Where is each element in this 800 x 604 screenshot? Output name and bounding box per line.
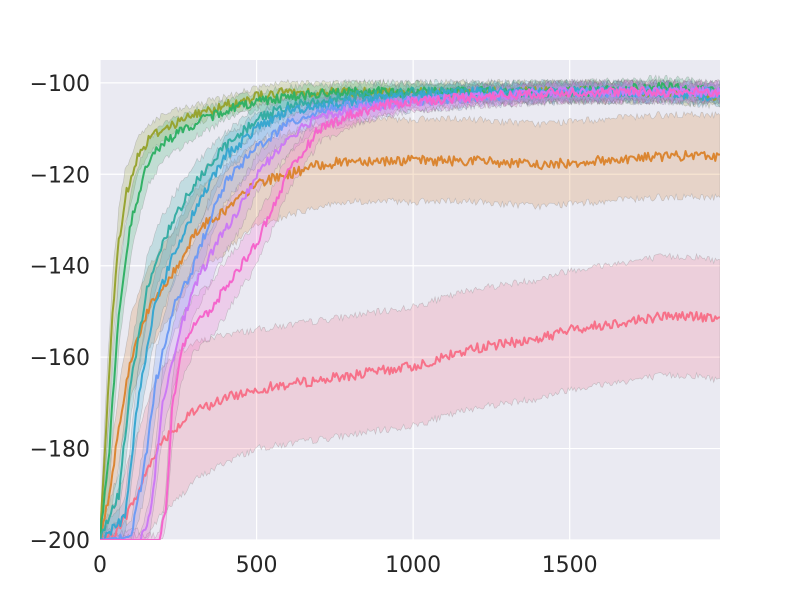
line-series-1 [100, 310, 720, 540]
x-tick-label: 0 [93, 553, 107, 578]
y-tick-label: −120 [30, 163, 90, 188]
y-tick-labels: −200 −180 −160 −140 −120 −100 [30, 72, 90, 554]
mean-lines [100, 82, 720, 540]
x-tick-label: 1500 [542, 553, 598, 578]
y-tick-label: −160 [30, 346, 90, 371]
line-series-9 [100, 86, 720, 540]
confidence-bands [100, 74, 720, 540]
band-series-6 [100, 78, 720, 540]
y-tick-label: −180 [30, 438, 90, 463]
band-series-5 [100, 78, 720, 540]
plot-area [100, 60, 720, 540]
x-tick-label: 500 [236, 553, 278, 578]
band-series-7 [100, 78, 720, 540]
line-series-2 [100, 149, 720, 540]
band-series-9 [100, 78, 720, 540]
x-tick-labels: 0 500 1000 1500 [93, 553, 598, 578]
y-tick-label: −200 [30, 529, 90, 554]
y-tick-label: −100 [30, 72, 90, 97]
x-tick-label: 1000 [385, 553, 441, 578]
band-series-1 [100, 252, 720, 540]
y-tick-label: −140 [30, 255, 90, 280]
